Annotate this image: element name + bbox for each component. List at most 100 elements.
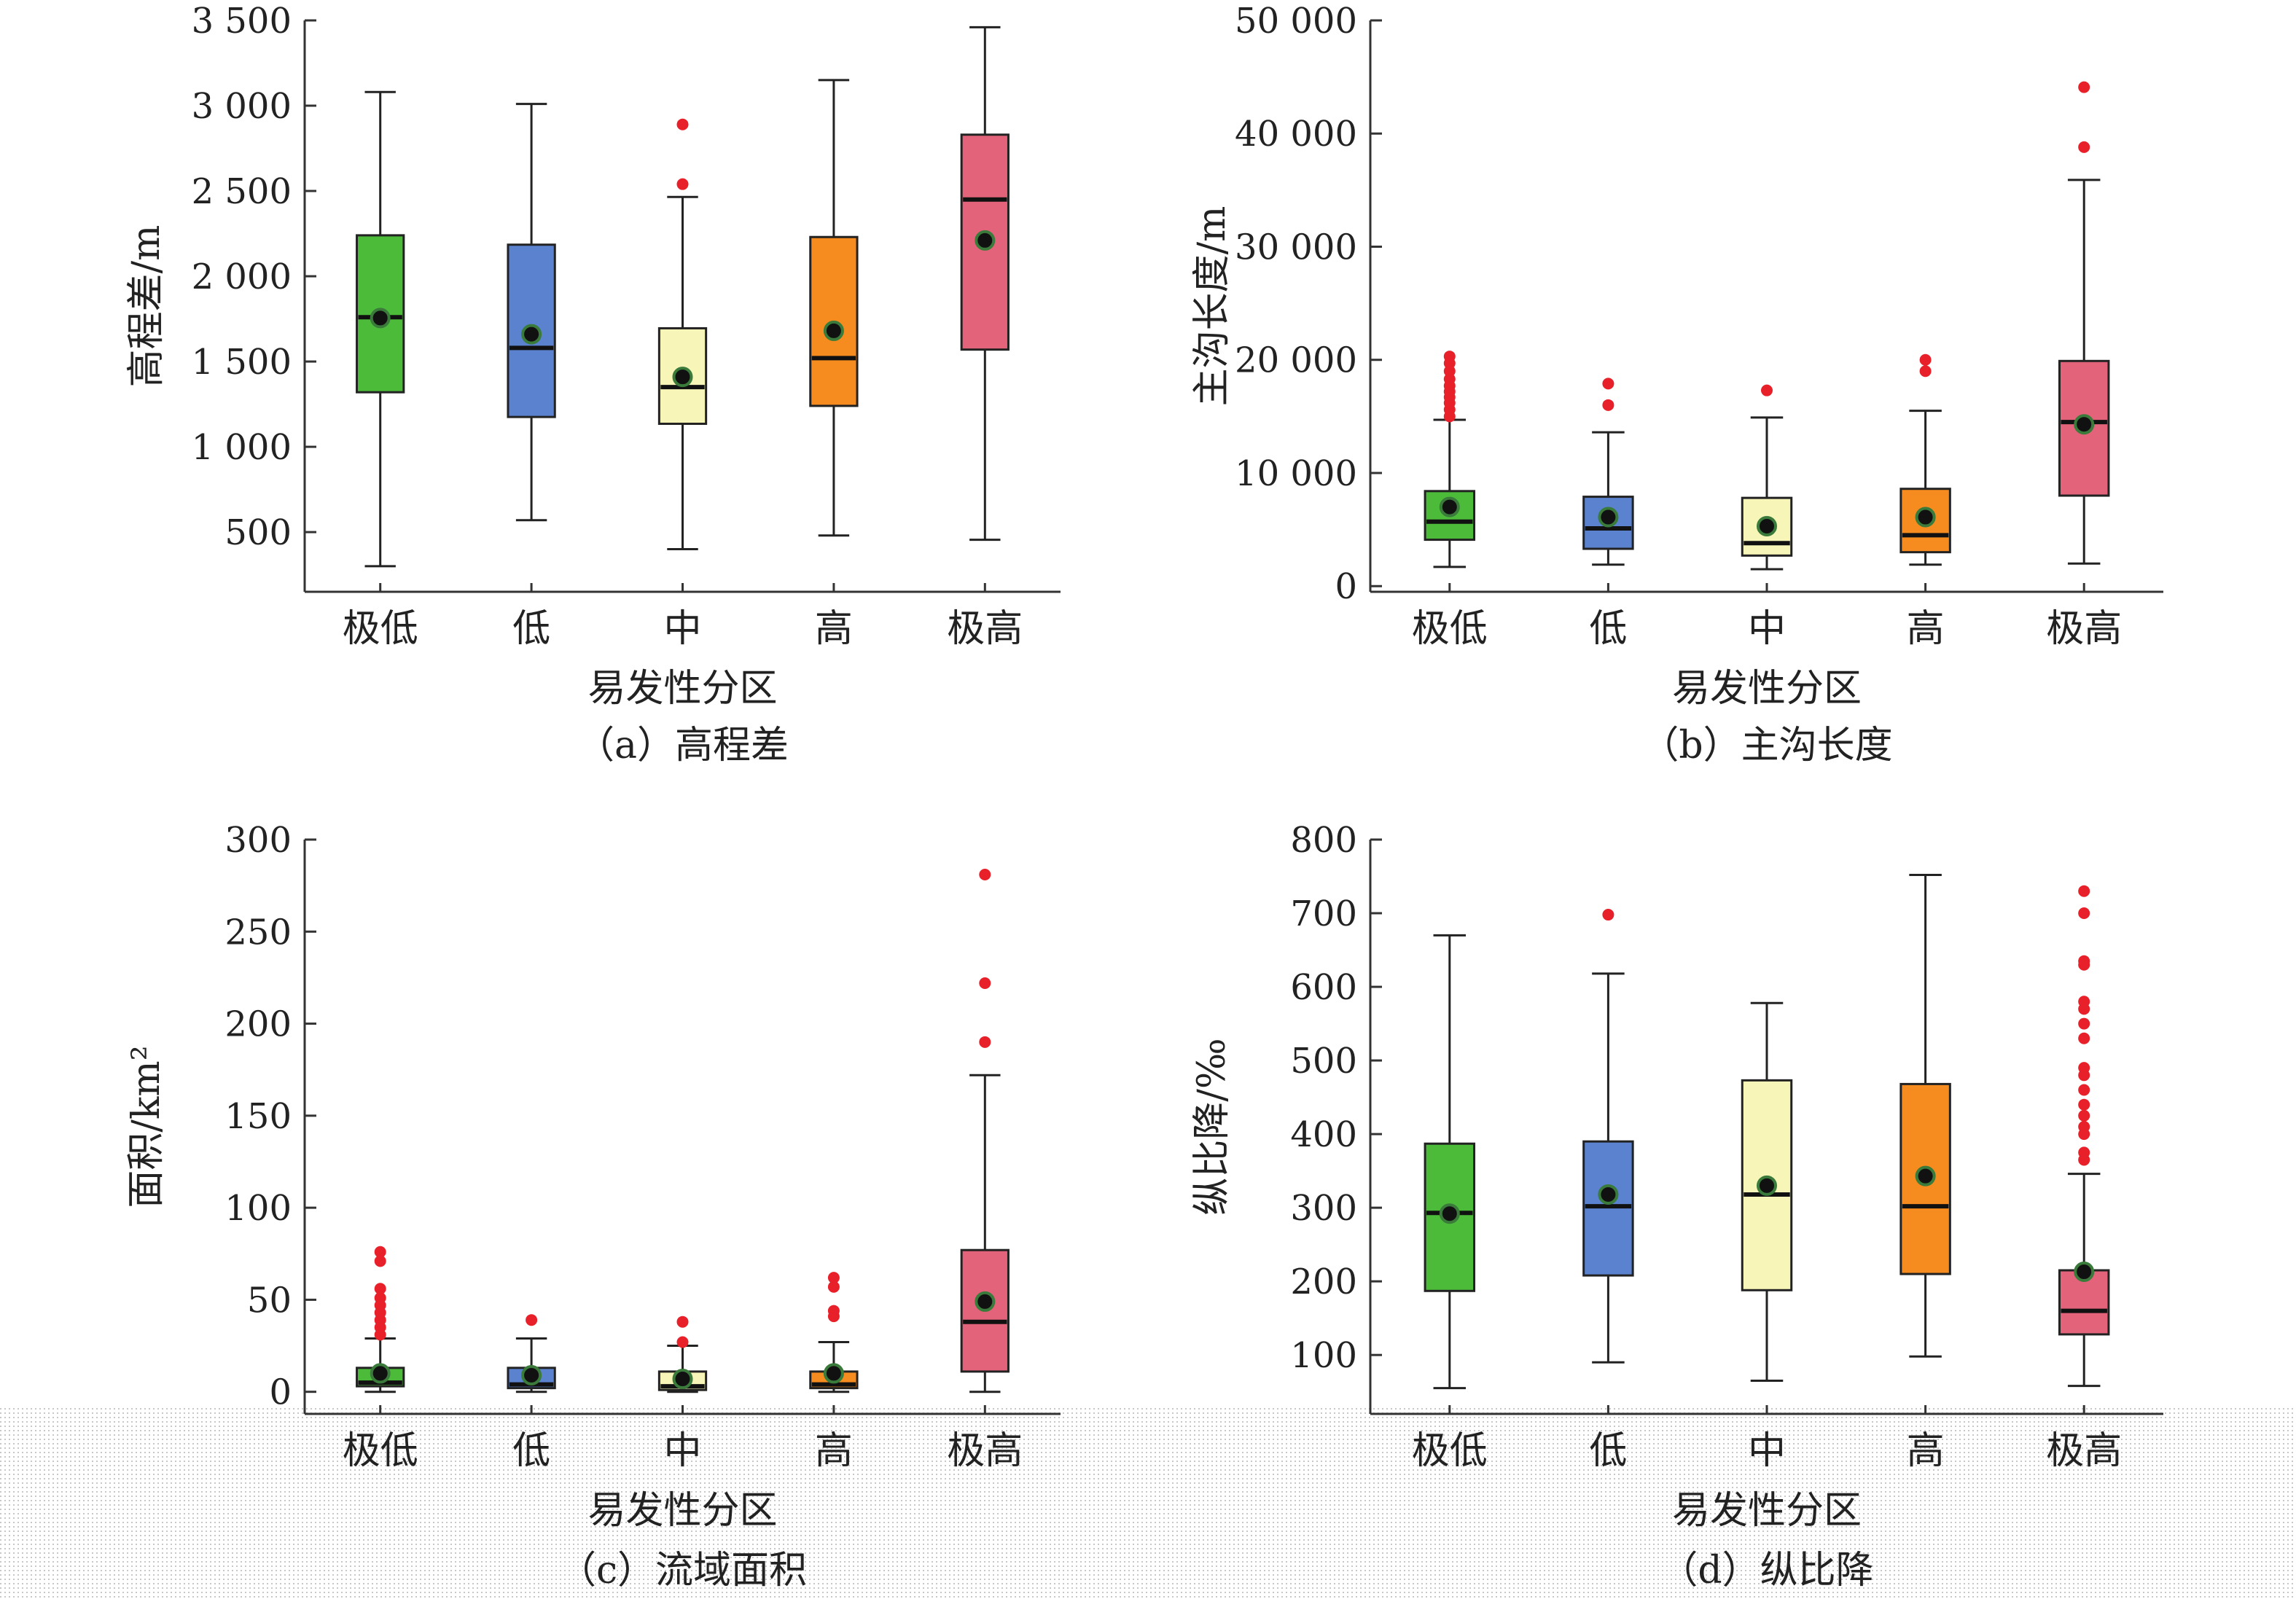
y-tick-label: 0 (1335, 566, 1357, 607)
y-tick-label: 3 000 (192, 86, 292, 127)
x-axis-label: 易发性分区 (587, 667, 777, 711)
mean-marker (823, 1363, 844, 1384)
y-tick-label: 300 (224, 820, 292, 861)
x-axis-label: 易发性分区 (1672, 667, 1862, 711)
box-iqr (1582, 1140, 1634, 1277)
y-tick-label: 100 (224, 1188, 292, 1229)
mean-marker (672, 1369, 693, 1390)
outlier-point (676, 1336, 689, 1348)
outlier-point (1919, 353, 1932, 366)
outlier-point (2078, 907, 2090, 920)
x-tick-label: 极低 (343, 607, 418, 651)
outlier-point (374, 1246, 386, 1258)
outlier-point (1443, 351, 1456, 363)
y-tick-label: 2 000 (192, 257, 292, 297)
box-iqr (960, 1248, 1010, 1373)
x-tick-label: 低 (1589, 1429, 1627, 1473)
x-tick-label: 高 (815, 607, 853, 651)
x-tick-label: 极低 (343, 1429, 418, 1473)
y-tick-label: 30 000 (1235, 227, 1357, 267)
outlier-point (827, 1305, 840, 1317)
y-tick-label: 800 (1290, 820, 1357, 861)
y-tick-label: 2 500 (192, 171, 292, 212)
outlier-point (979, 868, 991, 880)
mean-marker (1439, 496, 1460, 517)
chart-panel-b: 0 10 000 20 000 30 000 40 000 50 000 主沟长度/m 极低 低… (1190, 1, 2163, 767)
y-tick-label: 50 000 (1235, 1, 1357, 42)
x-tick-label: 中 (1748, 1429, 1786, 1473)
mean-marker (823, 320, 844, 341)
outlier-point (374, 1283, 386, 1295)
chart-panel-a: 500 1 000 1 500 2 000 2 500 3 000 3 500 高程差/m 极低… (125, 1, 1061, 767)
x-tick-label: 低 (1589, 607, 1627, 651)
y-tick-label: 200 (1290, 1262, 1357, 1302)
outlier-point (979, 1036, 991, 1048)
panel-caption: （a）高程差 (577, 724, 789, 767)
x-tick-label: 低 (512, 607, 550, 651)
outlier-point (1602, 909, 1614, 921)
mean-marker (672, 367, 693, 388)
y-tick-label: 200 (224, 1004, 292, 1045)
outlier-point (2078, 1032, 2090, 1044)
outlier-point (827, 1272, 840, 1284)
y-tick-label: 600 (1290, 967, 1357, 1008)
x-axis-label: 易发性分区 (587, 1489, 777, 1533)
x-tick-label: 高 (1907, 1429, 1945, 1473)
y-tick-label: 400 (1290, 1114, 1357, 1155)
outlier-point (2078, 1109, 2090, 1122)
x-tick-label: 中 (663, 607, 701, 651)
outlier-point (526, 1314, 538, 1326)
y-tick-label: 500 (224, 512, 292, 553)
y-tick-label: 250 (224, 912, 292, 953)
mean-marker (370, 1363, 391, 1384)
outlier-point (2078, 81, 2090, 93)
y-axis-label: 主沟长度/m (1190, 206, 1234, 407)
outlier-point (2078, 1017, 2090, 1030)
panel-caption: （d）纵比降 (1660, 1549, 1873, 1592)
mean-marker (1439, 1203, 1460, 1224)
x-tick-label: 中 (663, 1429, 701, 1473)
background-texture (0, 1407, 2296, 1599)
outlier-point (374, 1291, 386, 1304)
outlier-point (2078, 996, 2090, 1008)
outlier-point (2078, 1098, 2090, 1111)
mean-marker (2074, 1262, 2095, 1283)
x-tick-label: 高 (815, 1429, 853, 1473)
outlier-point (1761, 384, 1773, 396)
x-tick-label: 极高 (2046, 607, 2122, 651)
x-tick-label: 极高 (947, 607, 1023, 651)
y-axis-label: 高程差/m (125, 225, 168, 388)
mean-marker (1757, 1175, 1777, 1196)
outlier-point (676, 1315, 689, 1328)
y-tick-label: 300 (1290, 1188, 1357, 1229)
mean-marker (370, 308, 391, 329)
chart-panel-d: 100 200 300 400 500 600 700 800 纵比降/‰ 极低 低 中 高 极高易发性分… (1190, 820, 2163, 1592)
x-axis-label: 易发性分区 (1672, 1489, 1862, 1533)
outlier-point (2078, 1062, 2090, 1074)
mean-marker (1757, 515, 1777, 536)
outlier-point (1602, 378, 1614, 390)
box-iqr (356, 234, 405, 394)
outlier-point (2078, 1121, 2090, 1133)
panel-caption: （b）主沟长度 (1641, 724, 1892, 767)
mean-marker (1915, 1165, 1936, 1186)
mean-marker (1598, 1184, 1619, 1205)
y-tick-label: 500 (1290, 1041, 1357, 1082)
x-tick-label: 中 (1748, 607, 1786, 651)
outlier-point (979, 977, 991, 989)
mean-marker (2074, 414, 2095, 435)
y-tick-label: 1 000 (192, 427, 292, 468)
mean-marker (1915, 507, 1936, 528)
mean-marker (975, 230, 996, 251)
outlier-point (1919, 365, 1932, 378)
x-tick-label: 极低 (1412, 1429, 1488, 1473)
y-tick-label: 3 500 (192, 1, 292, 42)
x-tick-label: 极高 (947, 1429, 1023, 1473)
y-axis-label: 面积/km² (125, 1045, 168, 1208)
outlier-point (676, 118, 689, 130)
outlier-point (676, 178, 689, 190)
y-axis-label: 纵比降/‰ (1190, 1038, 1234, 1215)
outlier-point (374, 1255, 386, 1267)
